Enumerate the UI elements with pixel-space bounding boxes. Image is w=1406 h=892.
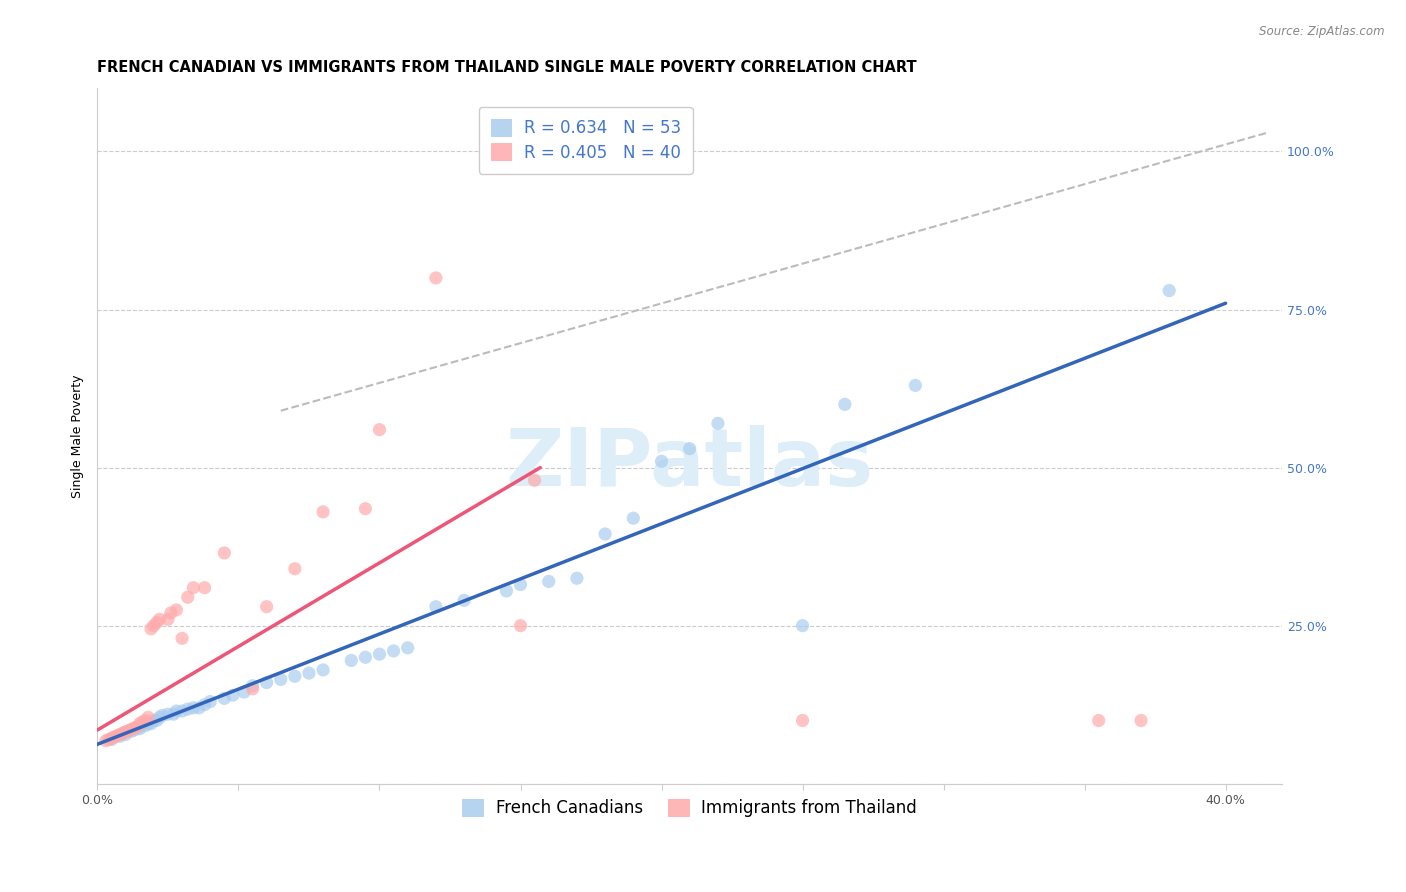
Point	[425, 271, 447, 285]
Point	[100, 732, 122, 747]
Point	[340, 653, 363, 667]
Point	[176, 591, 198, 605]
Point	[523, 473, 546, 487]
Point	[284, 669, 307, 683]
Point	[122, 723, 145, 737]
Point	[165, 603, 187, 617]
Point	[214, 546, 236, 560]
Point	[134, 714, 156, 728]
Point	[214, 691, 236, 706]
Point	[792, 714, 814, 728]
Point	[509, 618, 531, 632]
Point	[368, 647, 391, 661]
Point	[368, 423, 391, 437]
Point	[256, 599, 278, 614]
Point	[183, 581, 205, 595]
Text: FRENCH CANADIAN VS IMMIGRANTS FROM THAILAND SINGLE MALE POVERTY CORRELATION CHAR: FRENCH CANADIAN VS IMMIGRANTS FROM THAIL…	[97, 60, 917, 75]
Point	[136, 710, 159, 724]
Point	[131, 714, 153, 729]
Point	[188, 701, 211, 715]
Point	[270, 673, 292, 687]
Point	[139, 716, 162, 731]
Point	[139, 622, 162, 636]
Point	[679, 442, 702, 456]
Point	[425, 599, 447, 614]
Point	[145, 714, 167, 728]
Point	[136, 716, 159, 731]
Point	[170, 704, 193, 718]
Point	[170, 632, 193, 646]
Point	[114, 727, 136, 741]
Point	[94, 733, 117, 747]
Point	[162, 707, 184, 722]
Point	[834, 397, 856, 411]
Point	[565, 571, 588, 585]
Point	[150, 708, 173, 723]
Point	[114, 725, 136, 739]
Point	[495, 583, 517, 598]
Point	[108, 729, 131, 743]
Point	[707, 417, 730, 431]
Point	[148, 612, 170, 626]
Point	[134, 718, 156, 732]
Point	[298, 666, 321, 681]
Point	[156, 707, 179, 722]
Point	[125, 720, 148, 734]
Point	[621, 511, 644, 525]
Point	[194, 698, 217, 712]
Point	[128, 722, 150, 736]
Point	[354, 501, 377, 516]
Point	[148, 710, 170, 724]
Point	[396, 640, 419, 655]
Point	[509, 577, 531, 591]
Point	[128, 716, 150, 731]
Point	[156, 612, 179, 626]
Point	[114, 725, 136, 739]
Point	[103, 730, 125, 744]
Point	[904, 378, 927, 392]
Point	[105, 729, 128, 743]
Point	[284, 562, 307, 576]
Point	[111, 726, 134, 740]
Point	[145, 615, 167, 630]
Point	[200, 694, 222, 708]
Text: Source: ZipAtlas.com: Source: ZipAtlas.com	[1260, 25, 1385, 38]
Legend: French Canadians, Immigrants from Thailand: French Canadians, Immigrants from Thaila…	[456, 792, 924, 824]
Point	[142, 714, 165, 728]
Point	[537, 574, 560, 589]
Point	[100, 731, 122, 746]
Y-axis label: Single Male Poverty: Single Male Poverty	[72, 375, 84, 498]
Point	[183, 701, 205, 715]
Point	[142, 618, 165, 632]
Point	[128, 720, 150, 734]
Point	[165, 704, 187, 718]
Point	[97, 732, 120, 747]
Point	[117, 723, 139, 738]
Point	[242, 681, 264, 696]
Point	[122, 721, 145, 735]
Point	[222, 688, 245, 702]
Point	[354, 650, 377, 665]
Point	[1130, 714, 1153, 728]
Point	[242, 679, 264, 693]
Point	[233, 685, 256, 699]
Point	[651, 454, 673, 468]
Point	[312, 505, 335, 519]
Point	[453, 593, 475, 607]
Point	[1087, 714, 1109, 728]
Point	[108, 727, 131, 741]
Point	[593, 527, 616, 541]
Point	[1159, 284, 1181, 298]
Text: ZIPatlas: ZIPatlas	[506, 425, 875, 503]
Point	[312, 663, 335, 677]
Point	[382, 644, 405, 658]
Point	[792, 618, 814, 632]
Point	[159, 606, 181, 620]
Point	[176, 702, 198, 716]
Point	[120, 723, 142, 737]
Point	[194, 581, 217, 595]
Point	[120, 724, 142, 739]
Point	[256, 675, 278, 690]
